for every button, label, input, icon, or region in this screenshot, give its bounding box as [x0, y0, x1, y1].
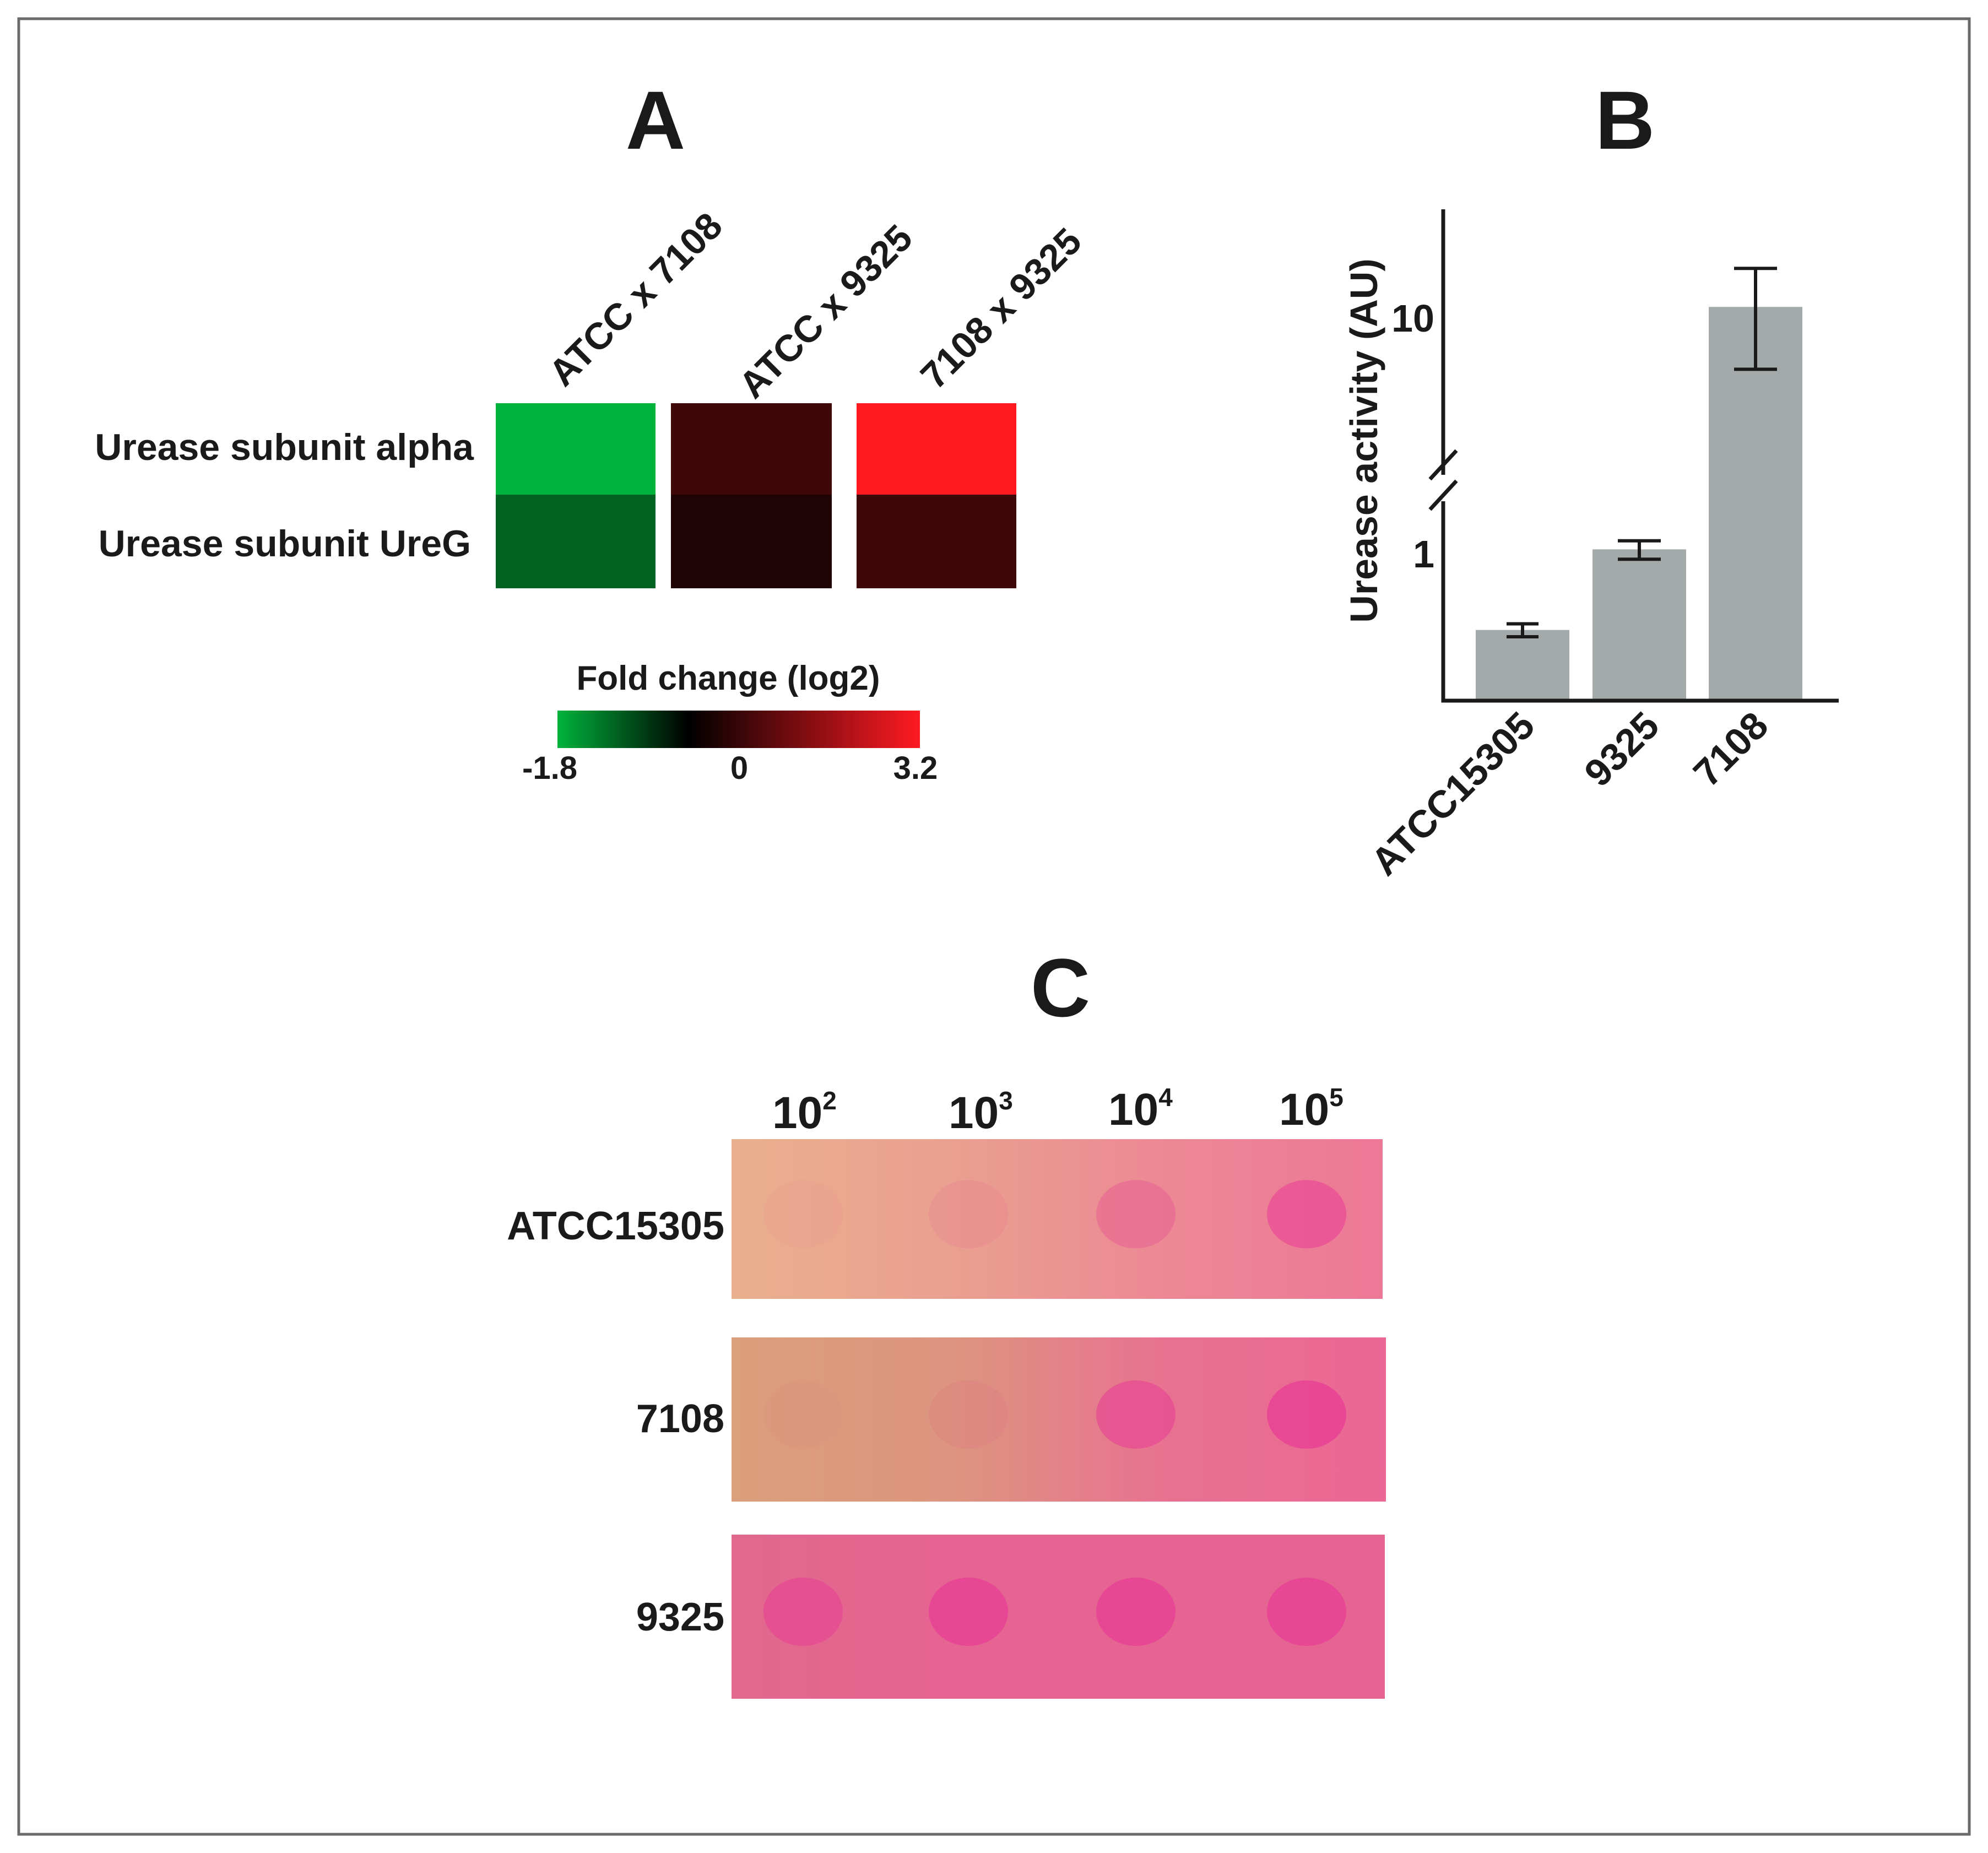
colony-spot [763, 1180, 843, 1249]
heatmap-cell [857, 495, 1016, 588]
colony-spot [763, 1578, 843, 1646]
axis-break-mark [1428, 449, 1458, 481]
bar-chart: 10 1 Urease activity (AU) ATCC15305 9325… [1342, 209, 1839, 884]
heatmap-row-label: Urease subunit alpha [95, 426, 474, 468]
colorbar-tick-label: 3.2 [893, 750, 938, 786]
bar-series [1476, 267, 1802, 701]
strain-label: ATCC15305 [507, 1204, 724, 1248]
colorbar: Fold change (log2) -1.8 0 3.2 [522, 659, 938, 786]
dilution-label: 104 [1108, 1083, 1173, 1135]
x-tick-label: 9325 [1576, 703, 1667, 794]
y-tick-label: 10 [1391, 297, 1434, 340]
x-tick-label: 7108 [1685, 703, 1776, 794]
dilution-label: 102 [772, 1086, 837, 1138]
colony-spot [1267, 1578, 1346, 1646]
colorbar-tick-label: -1.8 [522, 750, 577, 786]
dilution-label: 105 [1279, 1083, 1344, 1135]
y-axis-line [1441, 209, 1839, 703]
dilution-label: 103 [949, 1086, 1013, 1138]
heatmap-cell [496, 403, 656, 496]
plate-panel: 102 103 104 105 ATCC15305 7108 9325 [507, 1083, 1386, 1699]
plates [732, 1139, 1386, 1699]
colony-spot [1096, 1380, 1176, 1449]
bar [1476, 630, 1569, 701]
colony-spot [1096, 1578, 1176, 1646]
heatmap-column-label: ATCC x 7108 [541, 204, 730, 394]
heatmap-cell [671, 495, 832, 588]
x-tick-label: ATCC15305 [1363, 703, 1543, 884]
error-bar [1507, 622, 1539, 638]
colony-spot [763, 1380, 843, 1449]
y-axis-label: Urease activity (AU) [1342, 258, 1385, 622]
dilution-header: 102 103 104 105 [772, 1083, 1344, 1138]
colony-spot [929, 1578, 1008, 1646]
colorbar-tick-label: 0 [730, 750, 748, 786]
bar [1709, 307, 1802, 701]
colony-spot [1267, 1380, 1346, 1449]
strain-label: 9325 [636, 1595, 724, 1639]
colony-spot [1096, 1180, 1176, 1249]
y-tick-label: 1 [1413, 533, 1434, 576]
colorbar-title: Fold change (log2) [576, 659, 880, 697]
figure-frame [17, 17, 1971, 1836]
colony-spot [929, 1380, 1008, 1449]
axis-break-mark [1428, 479, 1458, 511]
heatmap-column-label: ATCC x 9325 [731, 216, 920, 406]
colony-spot [929, 1180, 1008, 1249]
strain-label: 7108 [636, 1397, 724, 1441]
panel-label-b: B [1595, 74, 1655, 166]
colorbar-gradient [557, 711, 920, 748]
heatmap-cell [857, 403, 1016, 496]
error-bar [1734, 267, 1777, 371]
colony-spot [1267, 1180, 1346, 1249]
heatmap-column-label: 7108 x 9325 [913, 220, 1090, 397]
heatmap-cell [496, 495, 656, 588]
heatmap: Urease subunit alpha Urease subunit UreG… [95, 204, 1090, 588]
heatmap-cells [496, 403, 1016, 588]
heatmap-cell [671, 403, 832, 496]
error-bar [1618, 539, 1661, 561]
heatmap-row-label: Urease subunit UreG [99, 523, 471, 565]
panel-label-c: C [1031, 941, 1090, 1034]
panel-label-a: A [626, 74, 685, 166]
bar [1592, 549, 1686, 701]
